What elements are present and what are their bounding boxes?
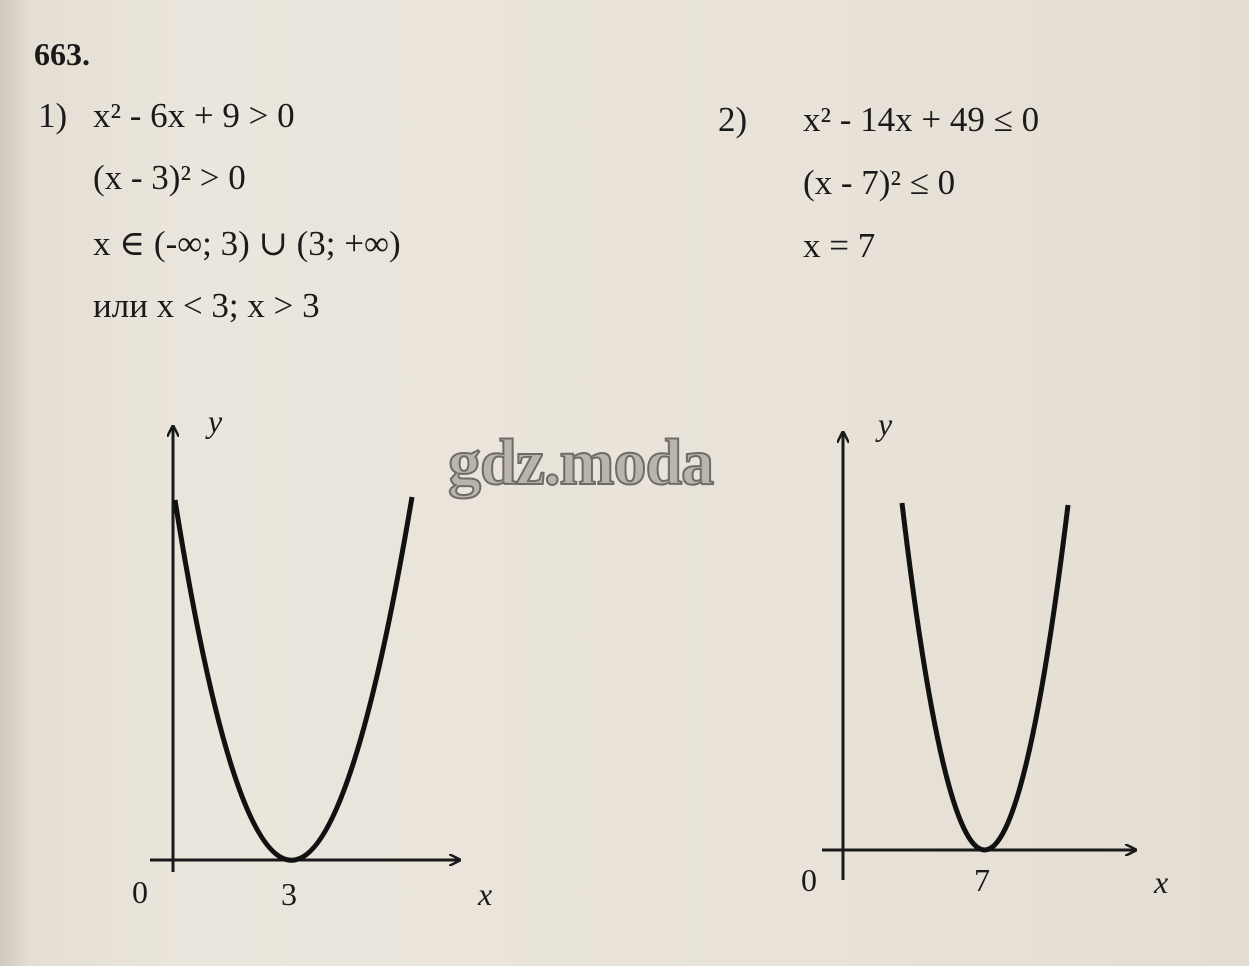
graph-2-y-label: y (878, 406, 893, 442)
part1-line-2: (x - 3)² > 0 (93, 158, 246, 197)
graph-1 (150, 426, 460, 872)
graph-2-origin: 0 (801, 862, 817, 898)
part2-label: 2) (718, 100, 748, 139)
graph-1-parabola (172, 496, 415, 863)
part1-line-4: или x < 3; x > 3 (93, 286, 320, 325)
graph-1-x-label: x (478, 876, 493, 912)
part2-line-2: (x - 7)² ≤ 0 (803, 163, 956, 202)
graph-1-vertex-label: 3 (281, 876, 297, 912)
part1-line-1: x² - 6x + 9 > 0 (93, 96, 295, 135)
graph-1-y-label: y (208, 403, 223, 439)
problem-number: 663. (34, 36, 90, 72)
part1-label: 1) (38, 96, 68, 135)
part2-line-1: x² - 14x + 49 ≤ 0 (803, 100, 1040, 139)
part2-line-3: x = 7 (803, 226, 876, 265)
graph-2-vertex-label: 7 (974, 862, 990, 898)
graph-2-x-label: x (1154, 864, 1169, 900)
part1-line-3: x ∈ (-∞; 3) ∪ (3; +∞) (93, 224, 401, 263)
watermark: gdz.moda (447, 425, 715, 500)
graph-2 (822, 432, 1136, 880)
graph-2-parabola (899, 502, 1071, 853)
graph-1-origin: 0 (132, 874, 148, 910)
